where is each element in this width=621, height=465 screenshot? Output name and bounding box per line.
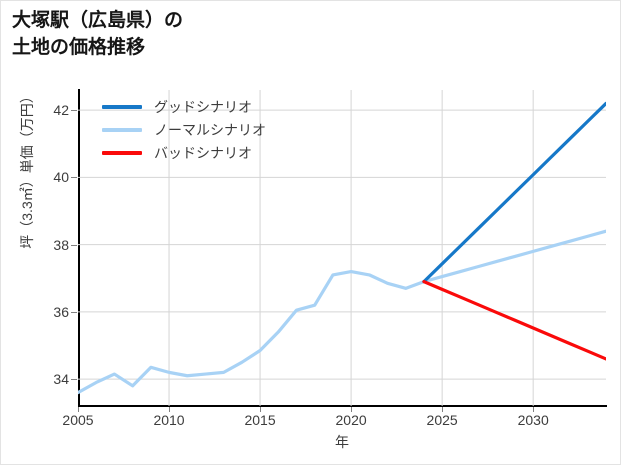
x-tick-mark <box>260 407 262 412</box>
x-tick-label: 2025 <box>426 412 458 428</box>
x-tick-mark <box>169 407 171 412</box>
x-axis-label: 年 <box>335 434 349 450</box>
x-tick-label: 2005 <box>62 412 94 428</box>
y-tick-mark <box>71 379 77 381</box>
legend-item: グッドシナリオ <box>102 95 332 118</box>
legend-label: グッドシナリオ <box>154 98 252 115</box>
chart-canvas <box>78 90 606 406</box>
y-tick-label: 36 <box>53 303 69 320</box>
legend-item: バッドシナリオ <box>102 141 332 164</box>
y-axis-label: 坪（3.3㎡）単価（万円） <box>19 89 35 249</box>
x-tick-mark <box>533 407 535 412</box>
chart-legend: グッドシナリオ ノーマルシナリオ バッドシナリオ <box>102 95 332 164</box>
x-tick-mark <box>351 407 353 412</box>
x-tick-label: 2020 <box>335 412 367 428</box>
y-tick-mark <box>71 244 77 246</box>
series-line <box>422 280 606 361</box>
x-tick-mark <box>442 407 444 412</box>
y-tick-mark <box>71 177 77 179</box>
legend-color-swatch <box>102 127 142 132</box>
x-tick-mark <box>78 407 79 412</box>
plot-area <box>78 90 606 406</box>
y-tick-label: 42 <box>53 102 69 119</box>
legend-label: ノーマルシナリオ <box>154 121 266 138</box>
series-line <box>422 101 606 284</box>
y-tick-mark <box>71 110 77 112</box>
y-tick-label: 40 <box>53 169 69 186</box>
y-tick-label: 38 <box>53 236 69 253</box>
y-tick-mark <box>71 311 77 313</box>
x-tick-label: 2030 <box>517 412 549 428</box>
x-tick-label: 2015 <box>244 412 276 428</box>
legend-color-swatch <box>102 104 142 109</box>
y-tick-label: 34 <box>53 371 69 388</box>
x-tick-label: 2010 <box>153 412 185 428</box>
y-axis-spine <box>78 89 80 407</box>
series-line <box>78 229 606 395</box>
page-title: 大塚駅（広島県）の 土地の価格推移 <box>12 10 184 58</box>
legend-label: バッドシナリオ <box>154 144 252 161</box>
legend-item: ノーマルシナリオ <box>102 118 332 141</box>
x-axis-spine <box>78 405 607 407</box>
legend-color-swatch <box>102 150 142 155</box>
